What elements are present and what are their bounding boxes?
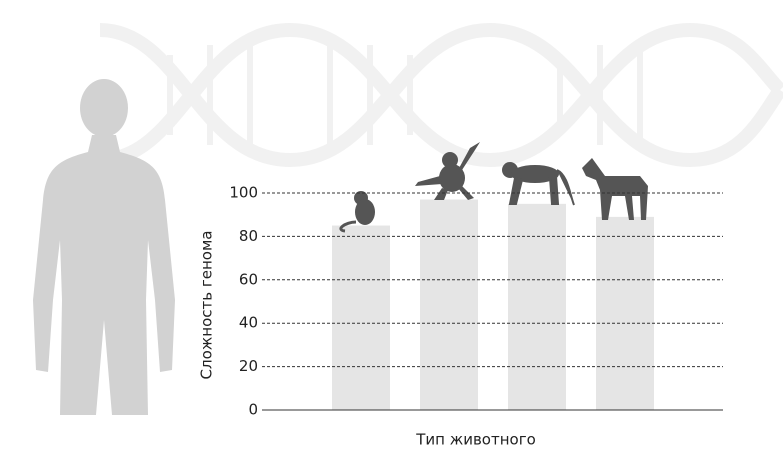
chimp-icon [415, 142, 480, 200]
bar [508, 203, 566, 410]
animal-silhouettes [339, 142, 648, 233]
monkey-icon [339, 191, 375, 233]
macaque-icon [502, 162, 575, 206]
bar [332, 225, 390, 410]
horse-icon [582, 158, 648, 220]
bar [596, 216, 654, 410]
y-tick-label: 80 [239, 227, 258, 245]
y-tick-label: 0 [248, 401, 258, 419]
y-axis-label: Сложность генома [198, 231, 216, 380]
x-axis-label: Тип животного [415, 431, 536, 449]
y-tick-label: 100 [229, 184, 258, 202]
y-tick-label: 20 [239, 357, 258, 375]
bar [420, 199, 478, 410]
human-silhouette [33, 79, 175, 415]
y-tick-label: 40 [239, 314, 258, 332]
y-tick-label: 60 [239, 270, 258, 288]
dna-background [99, 22, 783, 168]
